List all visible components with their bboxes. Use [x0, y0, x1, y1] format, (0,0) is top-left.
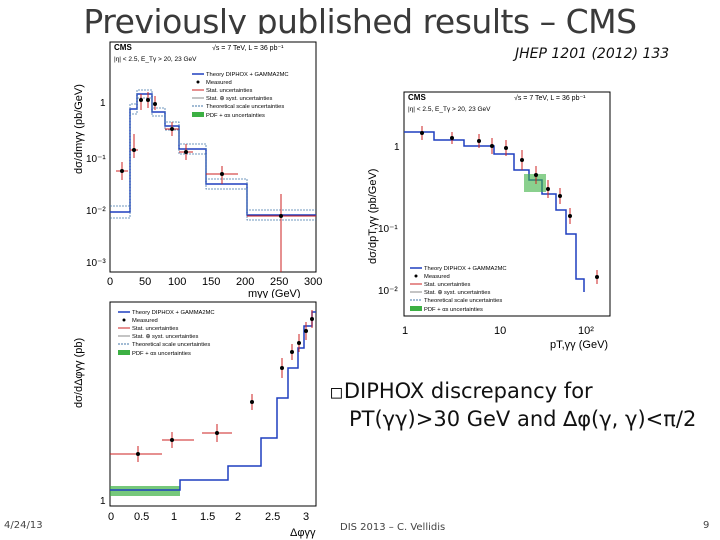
- legend-measured: Measured: [424, 274, 450, 280]
- legend-scale: Theoretical scale uncertainties: [424, 298, 502, 304]
- x-tick: 10: [494, 325, 506, 337]
- legend-syst: Stat. ⊕ syst. uncertainties: [132, 334, 198, 340]
- legend-stat: Stat. uncertainties: [424, 282, 471, 288]
- cms-label: CMS: [408, 93, 426, 102]
- x-axis-label: mγγ (GeV): [248, 288, 301, 300]
- legend-pdf: PDF + αs uncertainties: [132, 351, 191, 357]
- energy-label: √s = 7 TeV, L = 36 pb⁻¹: [514, 94, 586, 102]
- x-tick-labels: 0 0.5 1 1.5 2 2.5 3: [108, 511, 309, 523]
- y-tick: 10⁻¹: [378, 224, 398, 235]
- x-tick: 300: [304, 276, 322, 288]
- x-tick-labels: 0 50 100 150 200 250 300: [107, 276, 322, 288]
- bullet-line-2: PT(γγ)>30 GeV and ∆φ(γ, γ)<π/2: [349, 407, 697, 431]
- pdf-band: [110, 486, 180, 496]
- legend-syst: Stat. ⊕ syst. uncertainties: [424, 290, 490, 296]
- x-tick: 1: [402, 325, 408, 337]
- y-tick: 10⁻³: [86, 258, 106, 269]
- pt-plot-svg: CMS √s = 7 TeV, L = 36 pb⁻¹ |η| < 2.5, E…: [367, 91, 611, 351]
- y-tick: 1: [100, 496, 106, 507]
- legend-pdf: PDF + αs uncertainties: [206, 113, 265, 119]
- x-tick: 1: [171, 511, 177, 523]
- scale-band-upper: [110, 89, 316, 211]
- x-tick: 0.5: [134, 511, 149, 523]
- x-axis-label: Δφγγ: [290, 527, 316, 539]
- measured-markers: [136, 317, 314, 456]
- cms-label: CMS: [114, 43, 132, 52]
- mass-plot-svg: CMS √s = 7 TeV, L = 36 pb⁻¹ |η| < 2.5, E…: [73, 41, 322, 300]
- x-tick-labels: 1 10 10²: [402, 325, 594, 337]
- x-tick: 10²: [578, 325, 594, 337]
- legend-scale: Theoretical scale uncertainties: [206, 104, 284, 110]
- legend-theory: Theory DIPHOX + GAMMA2MC: [132, 310, 215, 316]
- legend-stat: Stat. uncertainties: [132, 326, 179, 332]
- y-axis-label: dσ/dmγγ (pb/GeV): [73, 84, 85, 174]
- legend-measured: Measured: [132, 318, 158, 324]
- cuts-label: |η| < 2.5, E_Tγ > 20, 23 GeV: [408, 106, 491, 113]
- y-tick-labels: 1 10⁻¹ 10⁻²: [378, 142, 400, 297]
- legend-theory: Theory DIPHOX + GAMMA2MC: [424, 266, 507, 272]
- legend: Theory DIPHOX + GAMMA2MC Measured Stat. …: [410, 266, 507, 313]
- y-tick: 1: [394, 142, 400, 153]
- x-tick: 50: [139, 276, 151, 288]
- x-tick: 0: [108, 511, 114, 523]
- y-axis-label: dσ/dpT,γγ (pb/GeV): [367, 169, 379, 264]
- bullet-line-1-text: DIPHOX discrepancy for: [343, 379, 593, 403]
- y-tick: 10⁻²: [86, 206, 106, 217]
- cuts-label: |η| < 2.5, E_Tγ > 20, 23 GeV: [114, 56, 197, 63]
- pt-distribution-plot: CMS √s = 7 TeV, L = 36 pb⁻¹ |η| < 2.5, E…: [364, 84, 620, 354]
- bullet-line-1: □DIPHOX discrepancy for: [331, 378, 696, 406]
- legend-measured: Measured: [206, 80, 232, 86]
- y-tick: 1: [100, 98, 106, 109]
- pdf-band: [524, 174, 546, 192]
- page-number: 9: [703, 520, 710, 531]
- x-tick: 1.5: [200, 511, 215, 523]
- y-tick: 10⁻¹: [86, 154, 106, 165]
- legend-syst: Stat. ⊕ syst. uncertainties: [206, 96, 272, 102]
- mass-distribution-plot: CMS √s = 7 TeV, L = 36 pb⁻¹ |η| < 2.5, E…: [62, 34, 327, 300]
- x-tick: 0: [107, 276, 113, 288]
- measured-points: [421, 126, 598, 284]
- energy-label: √s = 7 TeV, L = 36 pb⁻¹: [212, 44, 284, 52]
- y-tick-labels: 1 10⁻¹ 10⁻² 10⁻³: [86, 98, 106, 269]
- legend: Theory DIPHOX + GAMMA2MC Measured Stat. …: [192, 72, 289, 119]
- x-tick: 100: [168, 276, 186, 288]
- bullet-marker: □: [331, 382, 342, 403]
- dphi-distribution-plot: Theory DIPHOX + GAMMA2MC Measured Stat. …: [62, 298, 327, 540]
- journal-reference: JHEP 1201 (2012) 133: [515, 46, 670, 62]
- footer-center: DIS 2013 – C. Vellidis: [340, 522, 446, 533]
- measured-markers: [120, 98, 283, 218]
- measured-points: [116, 92, 316, 272]
- legend-stat: Stat. uncertainties: [206, 88, 253, 94]
- x-tick: 2.5: [265, 511, 280, 523]
- bullet-text: □DIPHOX discrepancy for PT(γγ)>30 GeV an…: [331, 378, 696, 433]
- legend-pdf: PDF + αs uncertainties: [424, 307, 483, 313]
- legend-theory: Theory DIPHOX + GAMMA2MC: [206, 72, 289, 78]
- x-tick: 2: [235, 511, 241, 523]
- legend: Theory DIPHOX + GAMMA2MC Measured Stat. …: [118, 310, 215, 357]
- scale-band-lower: [110, 97, 316, 221]
- x-tick: 250: [270, 276, 288, 288]
- x-tick: 3: [303, 511, 309, 523]
- footer-date: 4/24/13: [4, 520, 43, 531]
- y-tick: 10⁻²: [378, 286, 398, 297]
- legend-scale: Theoretical scale uncertainties: [132, 342, 210, 348]
- theory-histogram: [110, 311, 316, 491]
- x-tick: 200: [236, 276, 254, 288]
- y-axis-label: dσ/dΔφγγ (pb): [73, 338, 85, 408]
- measured-points: [110, 310, 313, 462]
- measured-markers: [420, 131, 599, 279]
- x-axis-label: pT,γγ (GeV): [550, 339, 608, 351]
- dphi-plot-svg: Theory DIPHOX + GAMMA2MC Measured Stat. …: [73, 301, 317, 539]
- x-tick: 150: [202, 276, 220, 288]
